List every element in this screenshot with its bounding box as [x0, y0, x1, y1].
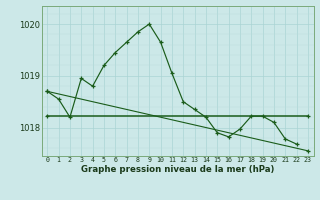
X-axis label: Graphe pression niveau de la mer (hPa): Graphe pression niveau de la mer (hPa): [81, 165, 274, 174]
